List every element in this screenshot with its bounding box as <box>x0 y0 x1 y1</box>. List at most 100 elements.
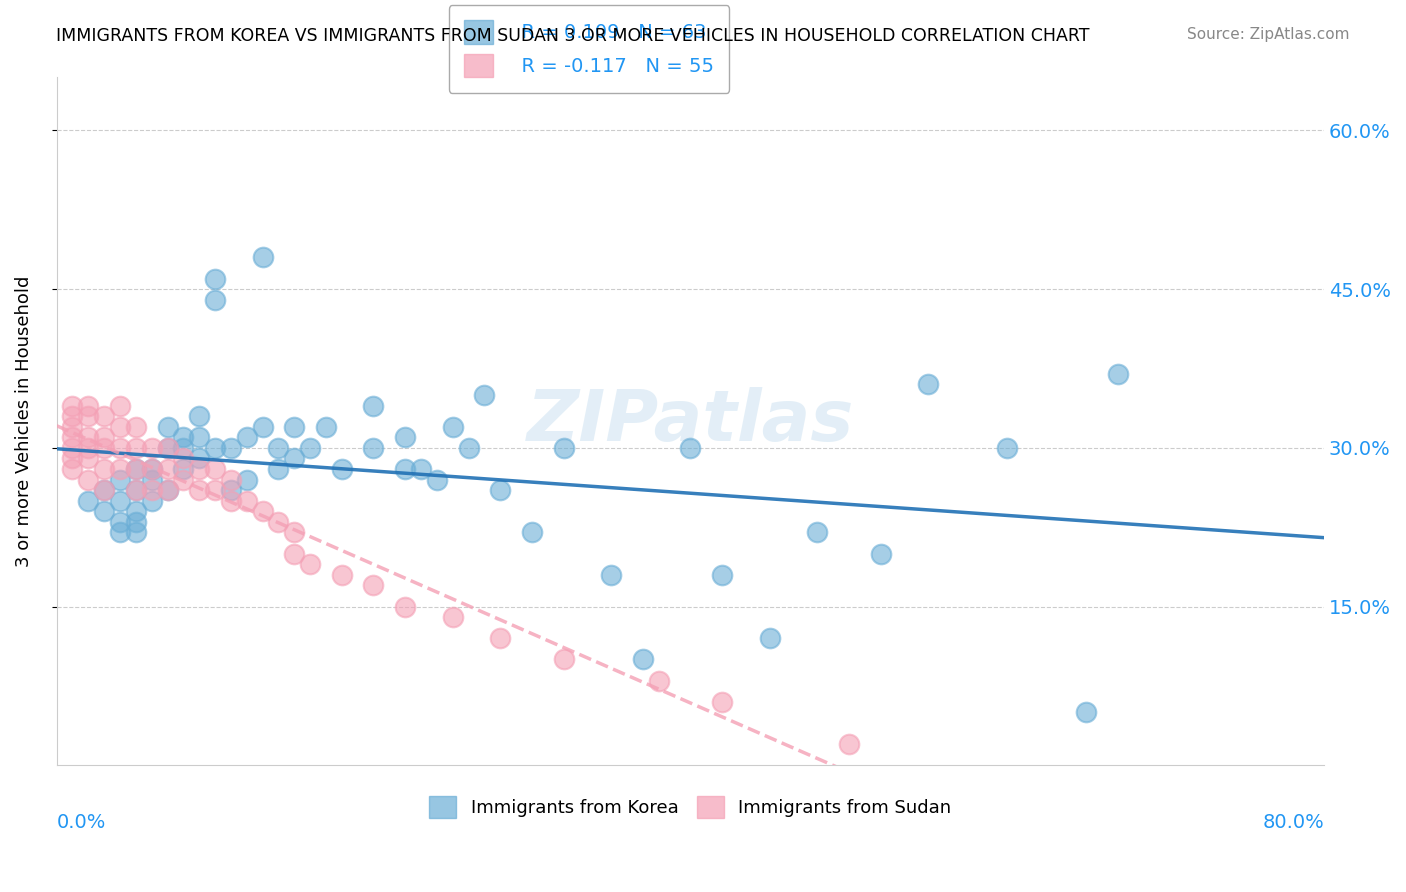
Point <box>125 515 148 529</box>
Point <box>77 409 100 423</box>
Point <box>62 399 84 413</box>
Point <box>299 441 322 455</box>
Point <box>679 441 702 455</box>
Point <box>267 462 290 476</box>
Point <box>474 388 496 402</box>
Point <box>252 251 274 265</box>
Point <box>838 737 860 751</box>
Point <box>62 451 84 466</box>
Point <box>141 462 163 476</box>
Point <box>711 695 734 709</box>
Point <box>77 399 100 413</box>
Point <box>77 451 100 466</box>
Point <box>93 430 115 444</box>
Point <box>141 483 163 498</box>
Point <box>489 632 512 646</box>
Point <box>156 441 179 455</box>
Point <box>204 462 226 476</box>
Point <box>141 473 163 487</box>
Point <box>125 525 148 540</box>
Point <box>520 525 543 540</box>
Point <box>172 451 194 466</box>
Point <box>219 483 242 498</box>
Point <box>108 399 131 413</box>
Point <box>156 441 179 455</box>
Point <box>489 483 512 498</box>
Point <box>172 430 194 444</box>
Point <box>426 473 449 487</box>
Point <box>108 473 131 487</box>
Point <box>62 409 84 423</box>
Point <box>283 419 305 434</box>
Point <box>252 504 274 518</box>
Point <box>93 409 115 423</box>
Point <box>141 493 163 508</box>
Point <box>553 441 575 455</box>
Text: IMMIGRANTS FROM KOREA VS IMMIGRANTS FROM SUDAN 3 OR MORE VEHICLES IN HOUSEHOLD C: IMMIGRANTS FROM KOREA VS IMMIGRANTS FROM… <box>56 27 1090 45</box>
Point <box>711 567 734 582</box>
Text: 0.0%: 0.0% <box>56 814 105 832</box>
Point <box>156 419 179 434</box>
Point <box>363 399 385 413</box>
Point <box>172 462 194 476</box>
Point <box>394 462 416 476</box>
Point <box>647 673 669 688</box>
Point <box>219 473 242 487</box>
Point <box>330 567 353 582</box>
Point <box>267 441 290 455</box>
Point <box>283 547 305 561</box>
Point <box>1107 367 1129 381</box>
Point <box>108 525 131 540</box>
Text: ZIPatlas: ZIPatlas <box>527 387 853 456</box>
Point <box>62 430 84 444</box>
Point <box>93 441 115 455</box>
Point <box>299 558 322 572</box>
Point <box>188 462 211 476</box>
Point <box>330 462 353 476</box>
Point <box>188 430 211 444</box>
Point <box>125 441 148 455</box>
Point <box>394 430 416 444</box>
Point <box>108 419 131 434</box>
Point <box>125 462 148 476</box>
Point <box>156 483 179 498</box>
Point <box>62 441 84 455</box>
Point <box>235 473 257 487</box>
Point <box>869 547 891 561</box>
Point <box>93 462 115 476</box>
Point <box>93 483 115 498</box>
Point <box>204 293 226 307</box>
Point <box>283 525 305 540</box>
Point <box>315 419 337 434</box>
Point <box>457 441 479 455</box>
Point <box>409 462 432 476</box>
Point <box>553 652 575 666</box>
Point <box>204 271 226 285</box>
Point <box>917 377 939 392</box>
Text: 80.0%: 80.0% <box>1263 814 1324 832</box>
Point <box>219 441 242 455</box>
Point <box>108 462 131 476</box>
Text: Source: ZipAtlas.com: Source: ZipAtlas.com <box>1187 27 1350 42</box>
Point <box>363 441 385 455</box>
Point <box>93 483 115 498</box>
Point <box>141 441 163 455</box>
Point <box>125 483 148 498</box>
Point <box>235 493 257 508</box>
Point <box>188 451 211 466</box>
Point <box>758 632 780 646</box>
Point <box>62 419 84 434</box>
Point <box>108 515 131 529</box>
Point <box>108 493 131 508</box>
Point <box>441 610 464 624</box>
Point <box>1076 706 1098 720</box>
Point <box>204 483 226 498</box>
Point <box>108 441 131 455</box>
Point <box>204 441 226 455</box>
Point <box>219 493 242 508</box>
Point <box>172 441 194 455</box>
Point <box>806 525 828 540</box>
Point <box>77 441 100 455</box>
Point <box>77 430 100 444</box>
Point <box>235 430 257 444</box>
